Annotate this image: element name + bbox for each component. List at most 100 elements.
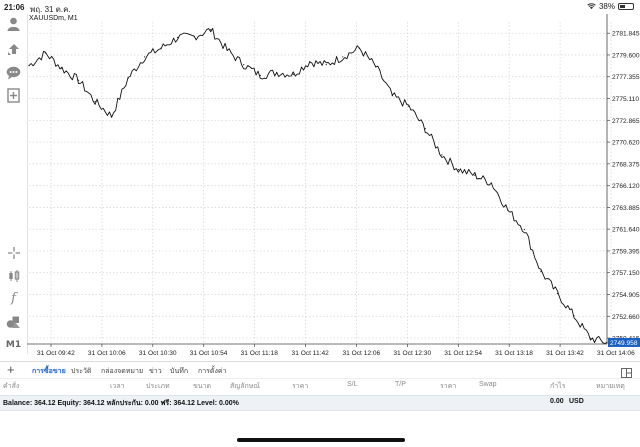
price-label: 2779.600 (612, 52, 640, 59)
crosshair-icon[interactable] (5, 244, 22, 261)
price-point (342, 56, 344, 58)
chat-icon[interactable] (5, 64, 22, 81)
status-time: 21:06 (4, 3, 25, 12)
chart-axes (27, 14, 612, 347)
time-label: 31 Oct 12:54 (444, 350, 482, 357)
price-point (243, 64, 245, 66)
price-point (540, 270, 542, 272)
indicators-icon[interactable] (5, 267, 22, 284)
layout-icon[interactable] (621, 365, 632, 383)
left-toolbar: f M1 (0, 14, 28, 354)
time-label: 31 Oct 10:30 (139, 350, 177, 357)
price-point (259, 74, 261, 76)
price-point (110, 115, 113, 117)
col-swap: Swap (479, 381, 497, 388)
battery-percent: 38% (598, 2, 615, 11)
tab-news[interactable]: ข่าว (149, 368, 162, 375)
col-current-price: ราคา (440, 383, 457, 390)
price-point (309, 61, 311, 63)
time-label: 31 Oct 11:18 (241, 350, 279, 357)
account-icon[interactable] (5, 16, 22, 33)
price-point (28, 65, 30, 67)
price-label: 2772.865 (612, 118, 640, 125)
price-point (441, 154, 443, 156)
price-point (507, 209, 509, 211)
time-label: 31 Oct 12:30 (393, 350, 431, 357)
chart-symbol-label: XAUUSDm, M1 (29, 15, 78, 22)
tab-mailbox[interactable]: กล่องจดหมาย (101, 368, 144, 375)
price-point (375, 66, 377, 68)
col-profit: กำไร (550, 383, 566, 390)
price-point (44, 52, 47, 54)
time-label: 31 Oct 13:42 (546, 350, 584, 357)
status-bar: 21:06 พฤ. 31 ต.ค. 38% (0, 0, 640, 14)
col-order: คำสั่ง (3, 383, 20, 390)
battery-icon (618, 3, 634, 10)
price-point (177, 36, 179, 39)
price-label: 2761.640 (612, 227, 640, 234)
price-label: 2766.120 (612, 183, 640, 190)
trade-arrows-icon[interactable] (5, 40, 22, 57)
price-point (408, 105, 410, 107)
price-label: 2754.905 (612, 292, 640, 299)
wifi-icon (587, 3, 596, 10)
chart-area[interactable]: 2781.845 2779.600 2777.355 2775.110 2772.865… (27, 14, 640, 359)
time-label: 31 Oct 14:06 (597, 350, 635, 357)
status-date: พฤ. 31 ต.ค. (30, 5, 71, 14)
price-point (61, 67, 63, 70)
price-point (193, 35, 195, 38)
new-order-icon[interactable] (5, 87, 22, 104)
home-indicator[interactable] (237, 438, 405, 442)
price-point (589, 337, 592, 339)
price-point (424, 128, 426, 130)
price-point (77, 79, 80, 81)
tab-journal[interactable]: บันทึก (170, 368, 189, 375)
bottom-tab-bar: + การซื้อขาย ประวัติ กล่องจดหมาย ข่าว บั… (0, 361, 640, 378)
time-label: 31 Oct 11:42 (292, 350, 330, 357)
price-point (573, 315, 575, 317)
price-label: 2781.845 (612, 31, 640, 38)
price-point (276, 71, 278, 74)
time-label: 31 Oct 13:18 (495, 350, 533, 357)
price-point (160, 47, 162, 49)
price-label: 2768.375 (612, 161, 640, 168)
price-point (391, 95, 393, 97)
current-price-box (608, 337, 640, 347)
add-icon[interactable]: + (7, 362, 15, 377)
price-chart[interactable]: 2781.845 2779.600 2777.355 2775.110 2772.865… (27, 14, 640, 359)
time-label: 31 Oct 12:06 (342, 350, 380, 357)
price-label: 2757.150 (612, 270, 640, 277)
chart-axis-labels: 2781.845 2779.600 2777.355 2775.110 2772.865… (37, 31, 640, 357)
price-label: 2777.355 (612, 74, 640, 81)
tab-history[interactable]: ประวัติ (71, 368, 92, 375)
chart-grid (29, 22, 612, 344)
current-price-label: 2749.958 (610, 340, 638, 347)
price-point (210, 29, 212, 31)
timeframe-button[interactable]: M1 (5, 339, 22, 350)
price-point (144, 56, 146, 58)
objects-icon[interactable] (5, 313, 22, 330)
price-label: 2770.620 (612, 140, 640, 147)
tab-settings[interactable]: การตั้งค่า (198, 368, 227, 375)
status-right: 38% (587, 2, 634, 11)
price-point (523, 228, 526, 231)
time-label: 31 Oct 10:06 (88, 350, 126, 357)
col-volume: ขนาด (193, 383, 212, 390)
account-currency: USD (569, 398, 584, 405)
time-label: 31 Oct 09:42 (37, 350, 75, 357)
col-tp: T/P (395, 381, 406, 388)
price-label: 2759.395 (612, 248, 640, 255)
function-icon[interactable]: f (11, 291, 16, 306)
col-price: ราคา (292, 383, 309, 390)
price-point (606, 341, 608, 344)
balance-bar: Balance: 364.12 Equity: 364.12 หลักประกั… (0, 395, 640, 411)
price-point (556, 292, 559, 295)
price-point (226, 49, 228, 51)
col-comment: หมายเหตุ (596, 383, 625, 390)
balance-summary: Balance: 364.12 Equity: 364.12 หลักประกั… (3, 400, 239, 407)
price-point (325, 64, 327, 66)
price-label: 2752.660 (612, 314, 640, 321)
price-point (358, 47, 360, 49)
tab-trade[interactable]: การซื้อขาย (32, 368, 66, 375)
time-label: 31 Oct 10:54 (190, 350, 228, 357)
